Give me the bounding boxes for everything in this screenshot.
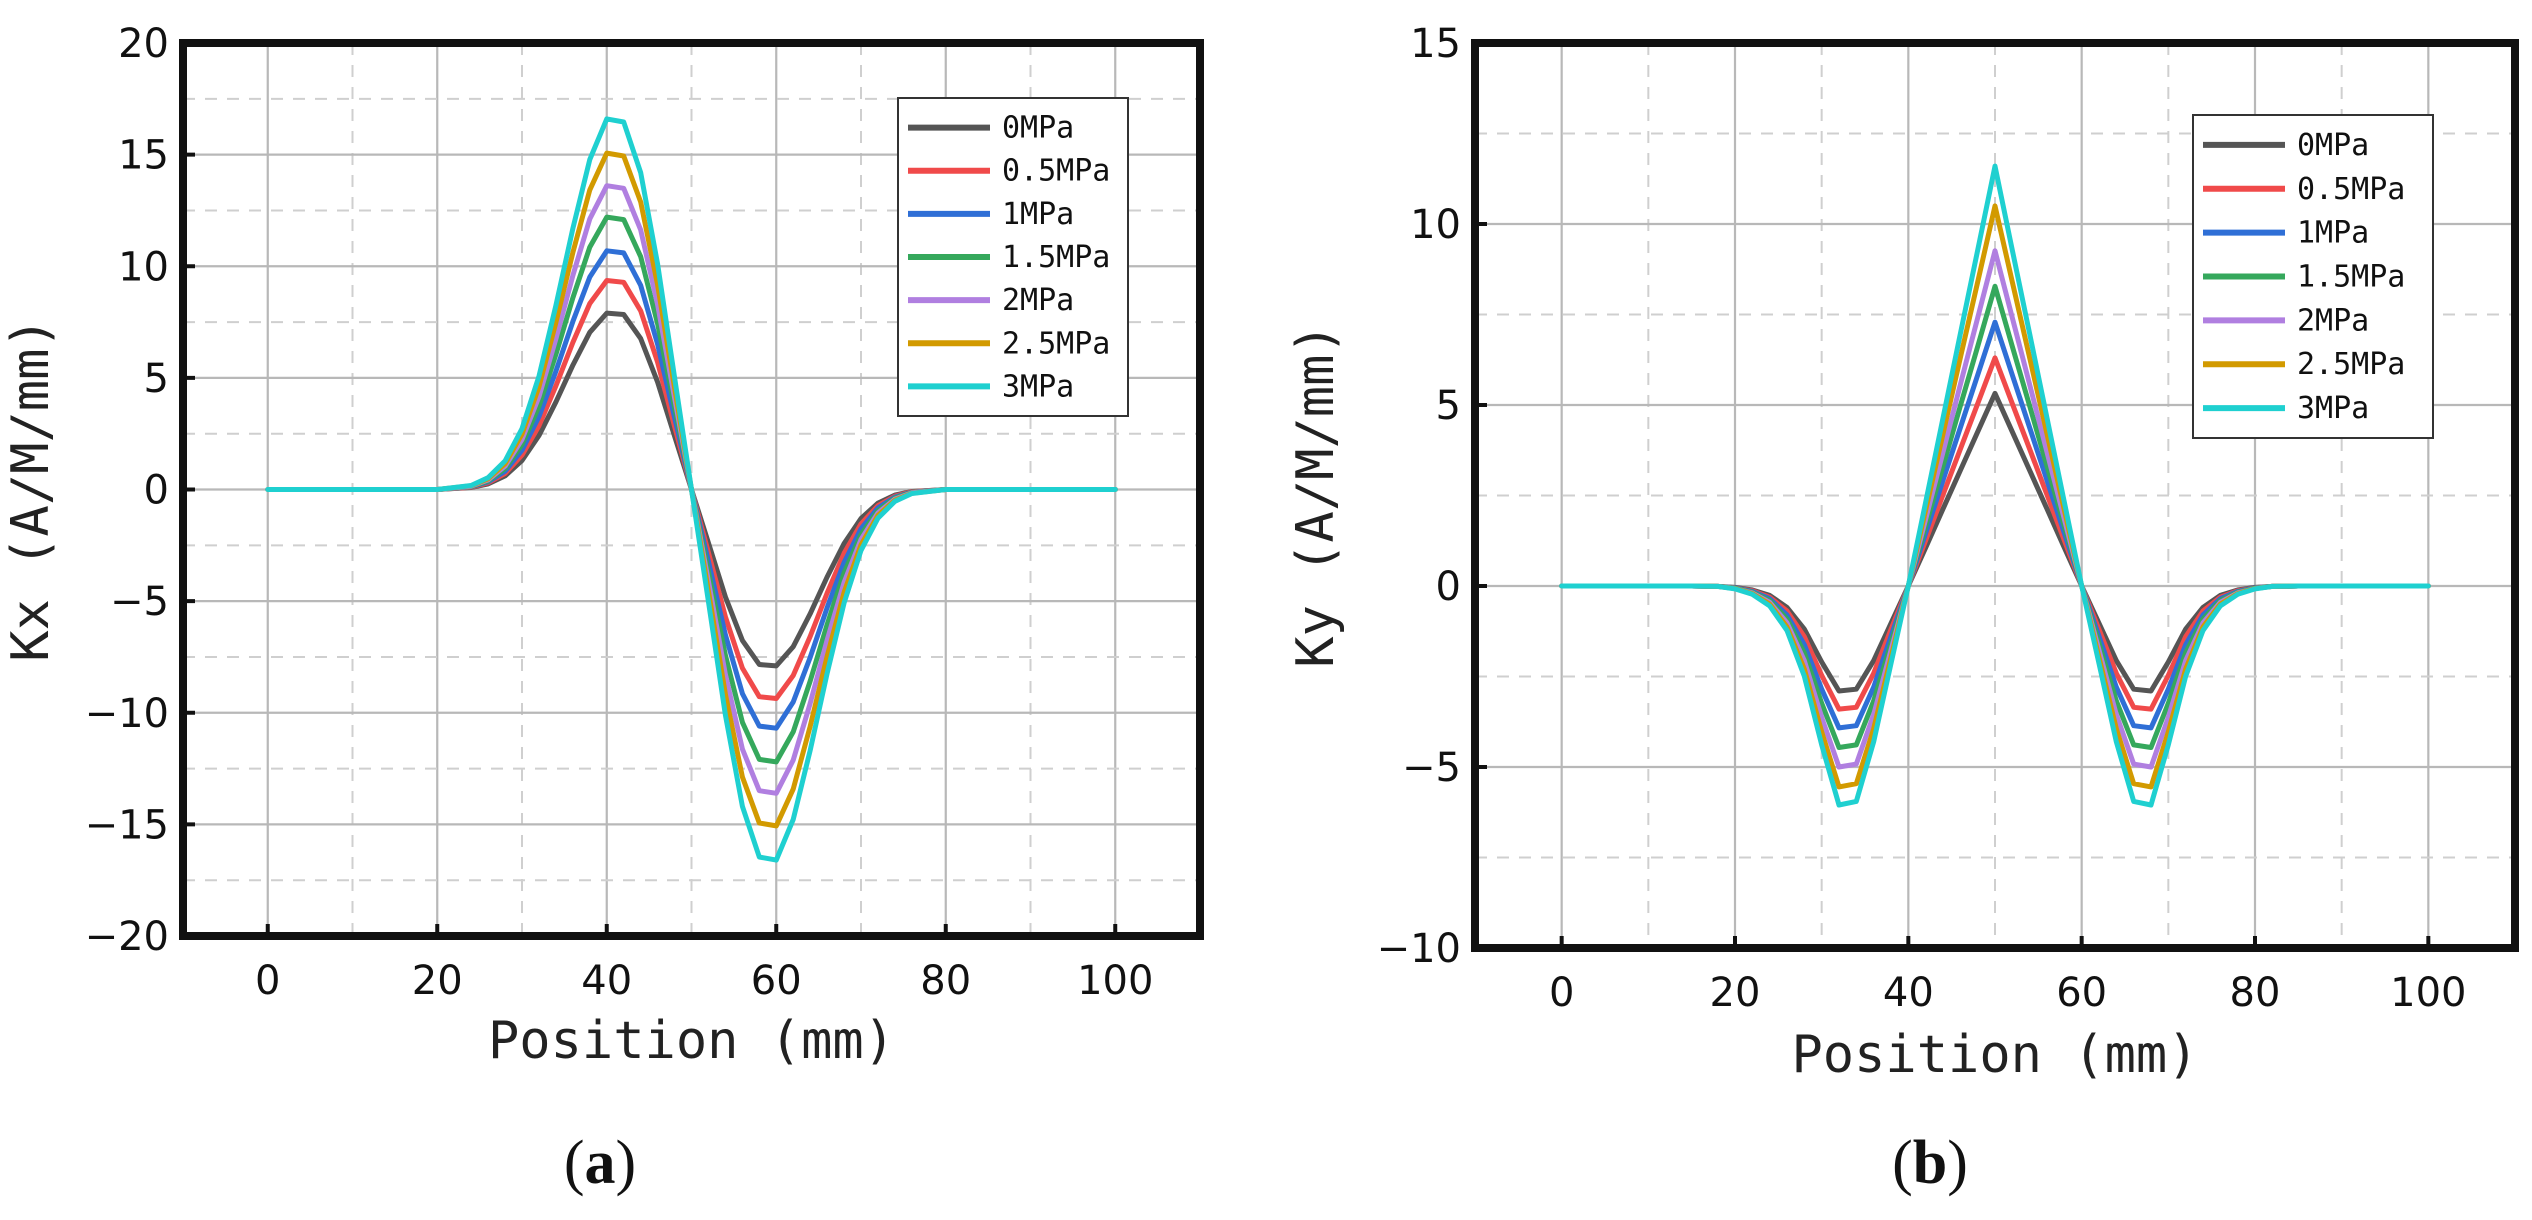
chart-b-legend-label: 2MPa — [2297, 303, 2369, 338]
chart-b-x-tick-label: 20 — [1710, 970, 1761, 1016]
chart-b-x-axis-title: Position (mm) — [1792, 1025, 2199, 1085]
chart-b-y-tick-label: 15 — [1410, 21, 1461, 67]
chart-a-legend-label: 1.5MPa — [1002, 240, 1110, 275]
chart-a-legend-label: 2MPa — [1002, 283, 1074, 318]
chart-b-x-tick-label: 80 — [2230, 970, 2281, 1016]
chart-a-x-axis-title: Position (mm) — [488, 1011, 895, 1071]
chart-b-y-tick-label: −10 — [1377, 926, 1461, 972]
chart-a-y-tick-label: −15 — [85, 802, 169, 848]
chart-b-legend-label: 1.5MPa — [2297, 260, 2405, 295]
chart-a-x-tick-label: 0 — [255, 958, 280, 1004]
chart-b-x-tick-label: 40 — [1883, 970, 1934, 1016]
chart-b-legend-label: 1MPa — [2297, 216, 2369, 251]
chart-a-y-tick-label: −10 — [85, 691, 169, 737]
chart-a-legend-label: 0.5MPa — [1002, 154, 1110, 189]
chart-b-y-tick-label: 10 — [1410, 202, 1461, 248]
chart-b-y-axis-title: Ky (A/M/mm) — [1286, 323, 1346, 667]
chart-a-series-line-6 — [265, 116, 1118, 863]
chart-b-frame — [1471, 39, 2519, 952]
chart-a-legend-label: 1MPa — [1002, 197, 1074, 232]
chart-a-panel-label: (a) — [564, 1129, 636, 1197]
chart-a-y-tick-label: 0 — [144, 468, 169, 514]
chart-b-series-line-6 — [1559, 163, 2431, 808]
chart-a-y-tick-label: −5 — [110, 579, 169, 625]
chart-b-y-tick-label: 0 — [1436, 564, 1461, 610]
chart-a-y-tick-label: −20 — [85, 914, 169, 960]
chart-a-x-tick-label: 20 — [412, 958, 463, 1004]
chart-a-x-tick-label: 60 — [751, 958, 802, 1004]
chart-b-legend-label: 2.5MPa — [2297, 347, 2405, 382]
chart-a-x-tick-label: 40 — [581, 958, 632, 1004]
chart-a-y-tick-label: 5 — [144, 356, 169, 402]
chart-a-y-tick-label: 20 — [118, 21, 169, 67]
chart-a-y-tick-label: 10 — [118, 244, 169, 290]
chart-b-legend-label: 3MPa — [2297, 391, 2369, 426]
chart-panel-b: 0 20 40 60 80 100 −10 −5 0 5 10 15 Position (mm) Ky (… — [1286, 21, 2519, 1197]
chart-b-panel-label: (b) — [1892, 1129, 1968, 1197]
chart-a-legend-label: 0MPa — [1002, 111, 1074, 146]
chart-b-legend-label: 0.5MPa — [2297, 172, 2405, 207]
chart-a-legend-label: 3MPa — [1002, 369, 1074, 404]
chart-b-legend-label: 0MPa — [2297, 128, 2369, 163]
chart-b-y-tick-label: −5 — [1402, 745, 1461, 791]
chart-a-x-tick-label: 80 — [920, 958, 971, 1004]
chart-panel-a: 0 20 40 60 80 100 −20 −15 −10 −5 0 5 10 15 20 Position … — [1, 21, 1204, 1197]
chart-a-x-tick-label: 100 — [1077, 958, 1153, 1004]
chart-a-y-axis-title: Kx (A/M/mm) — [1, 317, 61, 661]
chart-b-x-tick-label: 60 — [2056, 970, 2107, 1016]
chart-a-legend-label: 2.5MPa — [1002, 326, 1110, 361]
chart-b-x-tick-label: 100 — [2390, 970, 2466, 1016]
chart-b-x-tick-label: 0 — [1549, 970, 1574, 1016]
chart-a-y-tick-label: 15 — [118, 133, 169, 179]
chart-b-y-tick-label: 5 — [1436, 383, 1461, 429]
